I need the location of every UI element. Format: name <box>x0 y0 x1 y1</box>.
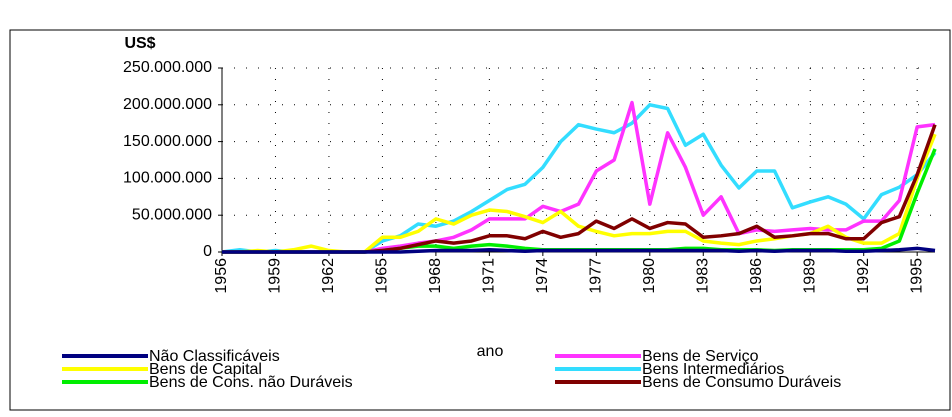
legend-label: Bens de Serviço <box>642 348 759 365</box>
y-tick-label: 50.000.000 <box>132 206 212 223</box>
y-tick-label: 250.000.000 <box>123 59 212 76</box>
x-axis-label: ano <box>477 343 504 360</box>
x-tick-label: 1971 <box>481 258 498 294</box>
x-tick-label: 1956 <box>213 258 230 294</box>
y-tick-label: 0 <box>203 243 212 260</box>
legend-label: Bens de Capital <box>149 361 262 378</box>
y-tick-label: 200.000.000 <box>123 96 212 113</box>
x-tick-label: 1968 <box>427 258 444 294</box>
series-line <box>222 246 936 254</box>
y-tick-label: 150.000.000 <box>123 133 212 150</box>
series-line <box>222 124 937 254</box>
x-tick-label: 1983 <box>694 258 711 294</box>
legend-label: Bens de Consumo Duráveis <box>642 374 841 391</box>
x-tick-label: 1980 <box>641 258 658 294</box>
legend-label: Não Classificáveis <box>149 348 280 365</box>
x-tick-label: 1965 <box>374 258 391 294</box>
x-tick-label: 1986 <box>748 258 765 294</box>
chart-frame <box>9 29 951 411</box>
legend-label: Bens Intermediários <box>642 361 784 378</box>
x-tick-label: 1962 <box>320 258 337 294</box>
x-tick-label: 1992 <box>855 258 872 294</box>
y-axis-label: US$ <box>124 35 155 52</box>
x-tick-label: 1974 <box>534 258 551 294</box>
x-tick-label: 1995 <box>908 258 925 294</box>
x-tick-label: 1977 <box>588 258 605 294</box>
x-tick-label: 1959 <box>267 258 284 294</box>
legend-label: Bens de Cons. não Duráveis <box>149 374 353 391</box>
y-tick-label: 100.000.000 <box>123 170 212 187</box>
x-tick-label: 1989 <box>801 258 818 294</box>
